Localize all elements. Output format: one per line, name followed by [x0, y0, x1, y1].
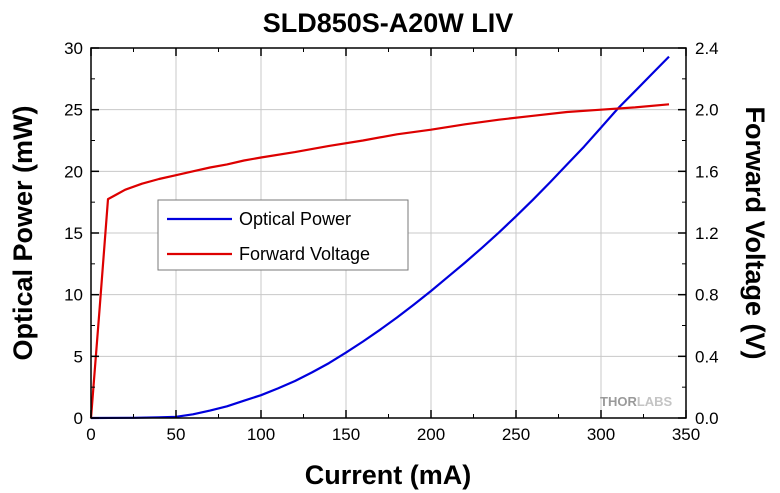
- y-tick-label: 5: [74, 347, 83, 366]
- y-tick-label: 30: [64, 39, 83, 58]
- watermark-logo: THORLABS: [600, 394, 673, 409]
- y-tick-label: 25: [64, 101, 83, 120]
- y-axis-title: Optical Power (mW): [8, 105, 38, 360]
- thorlabs-watermark: THORLABS: [600, 394, 673, 409]
- y2-tick-label: 2.4: [695, 39, 719, 58]
- watermark-labs: LABS: [637, 394, 673, 409]
- x-tick-label: 100: [247, 425, 275, 444]
- x-tick-label: 300: [587, 425, 615, 444]
- tick-labels: 0 50 100 150 200 250 300 350 0 5 10 15 20 25 30 0.0 0.4 0…: [64, 39, 719, 444]
- x-tick-label: 350: [672, 425, 700, 444]
- series-layer: [89, 55, 670, 420]
- y-tick-label: 10: [64, 286, 83, 305]
- y2-tick-label: 1.2: [695, 224, 719, 243]
- y2-tick-label: 0.8: [695, 286, 719, 305]
- x-axis-title: Current (mA): [305, 460, 472, 490]
- series-line-forward-voltage: [89, 103, 670, 419]
- x-tick-label: 200: [417, 425, 445, 444]
- y2-axis-title: Forward Voltage (V): [740, 106, 770, 359]
- y2-tick-label: 1.6: [695, 162, 719, 181]
- x-tick-label: 250: [502, 425, 530, 444]
- y-tick-label: 20: [64, 162, 83, 181]
- y-tick-label: 0: [74, 409, 83, 428]
- y2-tick-label: 0.0: [695, 409, 719, 428]
- legend-box: [157, 199, 409, 271]
- series-line-optical-power: [90, 55, 670, 420]
- y2-tick-label: 0.4: [695, 347, 719, 366]
- chart-title: SLD850S-A20W LIV: [263, 8, 514, 38]
- x-tick-label: 150: [332, 425, 360, 444]
- legend: Optical Power Forward Voltage: [157, 199, 409, 271]
- legend-label-forward-voltage: Forward Voltage: [239, 244, 370, 264]
- y2-tick-label: 2.0: [695, 101, 719, 120]
- ticks: [90, 47, 687, 419]
- y-tick-label: 15: [64, 224, 83, 243]
- x-tick-label: 0: [86, 425, 95, 444]
- watermark-thor: THOR: [600, 394, 637, 409]
- legend-label-optical-power: Optical Power: [239, 209, 351, 229]
- x-tick-label: 50: [167, 425, 186, 444]
